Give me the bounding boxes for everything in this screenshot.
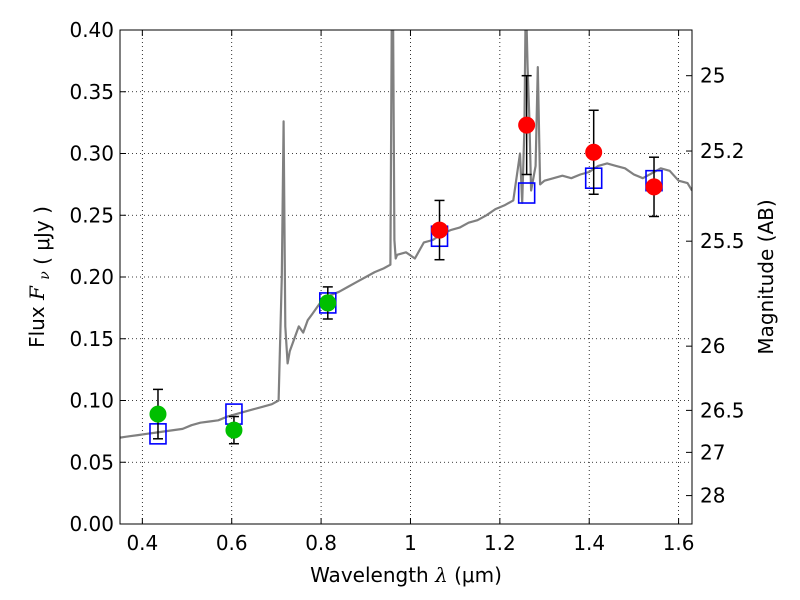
axis-ticks: 0.4 0.6 0.8 1 1.2 1.4 1.6 0.00 0.05 0.10 0.15 0.20 0… (69, 18, 744, 555)
x-tick-label: 0.8 (305, 531, 337, 555)
right-axis-label: Magnitude (AB) (754, 199, 778, 354)
y-tick-label: 0.10 (69, 389, 114, 413)
y-tick-label: 0.05 (69, 450, 114, 474)
red-data-point (518, 116, 536, 134)
model-photometry-point (517, 182, 536, 204)
green-data-point (319, 294, 337, 312)
y-tick-label: 0.15 (69, 327, 114, 351)
right-tick-label: 25 (700, 64, 725, 88)
green-data-point (225, 421, 243, 439)
green-data-point (149, 405, 167, 423)
y-tick-label: 0.20 (69, 265, 114, 289)
red-data-point (431, 221, 449, 239)
x-tick-label: 0.6 (216, 531, 248, 555)
right-tick-label: 25.2 (700, 139, 745, 163)
y-axis-label: Flux F ν ( μJy ) (25, 206, 54, 348)
right-tick-label: 26 (700, 334, 725, 358)
x-tick-label: 1 (404, 531, 417, 555)
x-axis-label: Wavelength λ (μm) (310, 563, 502, 587)
y-tick-label: 0.30 (69, 142, 114, 166)
y-tick-label: 0.25 (69, 203, 114, 227)
y-tick-label: 0.35 (69, 80, 114, 104)
red-data-point (585, 143, 603, 161)
right-tick-label: 28 (700, 484, 725, 508)
x-tick-label: 1.6 (663, 531, 695, 555)
right-tick-label: 27 (700, 440, 725, 464)
spectrum-line (120, 30, 692, 439)
right-tick-label: 25.5 (700, 229, 745, 253)
x-tick-label: 1.4 (573, 531, 605, 555)
red-data-point (645, 178, 663, 196)
plot-area (120, 30, 692, 445)
y-tick-label: 0.00 (69, 512, 114, 536)
x-tick-label: 1.2 (484, 531, 516, 555)
y-tick-label: 0.40 (69, 18, 114, 42)
right-tick-label: 26.5 (700, 398, 745, 422)
x-tick-label: 0.4 (126, 531, 158, 555)
